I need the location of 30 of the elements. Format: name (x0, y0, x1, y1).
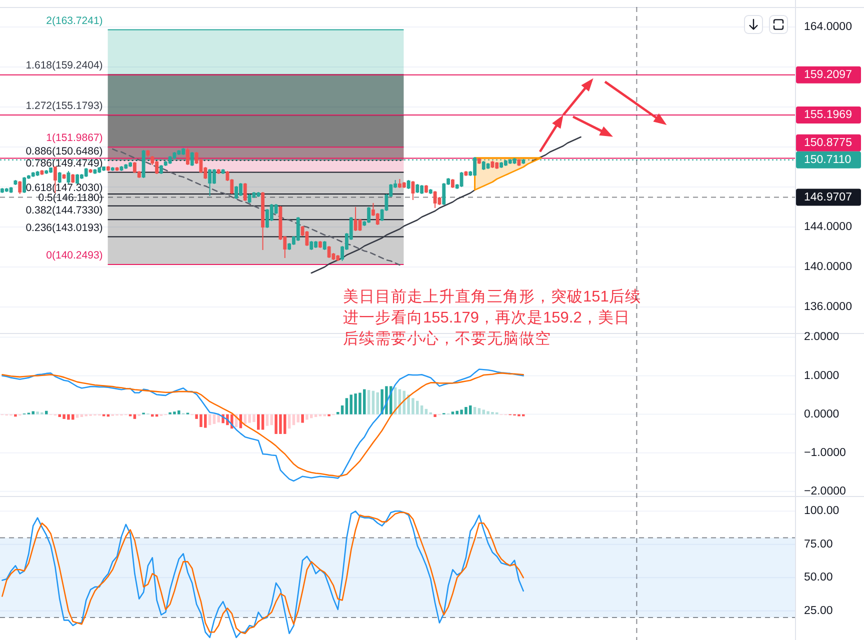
annotation: 1.272(155.1793) (26, 100, 103, 112)
y-tick-label: 75.00 (804, 538, 833, 550)
annotation: 0.786(149.4749) (26, 157, 103, 170)
y-tick-label: 100.00 (804, 505, 840, 518)
y-tick-label: −2.0000 (804, 485, 846, 498)
annotation: 1.618(159.2404) (26, 60, 103, 72)
annotation: 0.5(146.1180) (38, 192, 103, 204)
annotation: 美日目前走上升直角三角形，突破151后续 (343, 288, 641, 306)
y-tick-label: 136.0000 (804, 301, 852, 313)
ref-line-label: 146.9707 (804, 191, 852, 204)
y-tick-label: 1.0000 (804, 370, 840, 382)
y-tick-label: 144.0000 (804, 221, 852, 233)
y-tick-label: 164.0000 (804, 21, 852, 33)
y-tick-label: 2.0000 (804, 331, 840, 344)
annotation: 进一步看向155.179，再次是159.2，美日 (343, 308, 630, 326)
annotation: 2(163.7241) (46, 14, 103, 27)
annotation: 0(140.2493) (46, 250, 103, 262)
y-tick-label: 50.00 (804, 572, 833, 584)
annotation: 0.382(144.7330) (26, 204, 103, 217)
ref-line-label: 150.7110 (804, 154, 852, 166)
annotation: 0.236(143.0193) (26, 222, 103, 234)
annotation: 0.886(150.6486) (26, 146, 103, 158)
y-tick-label: 0.0000 (804, 408, 840, 420)
annotation: 1(151.9867) (46, 132, 103, 144)
y-tick-label: 25.00 (804, 604, 833, 617)
y-tick-label: −1.0000 (804, 446, 846, 459)
ref-line-label: 159.2097 (804, 68, 852, 81)
y-tick-label: 140.0000 (804, 261, 852, 273)
ref-line-label: 150.8775 (804, 136, 852, 149)
ref-line-label: 155.1969 (804, 109, 852, 122)
